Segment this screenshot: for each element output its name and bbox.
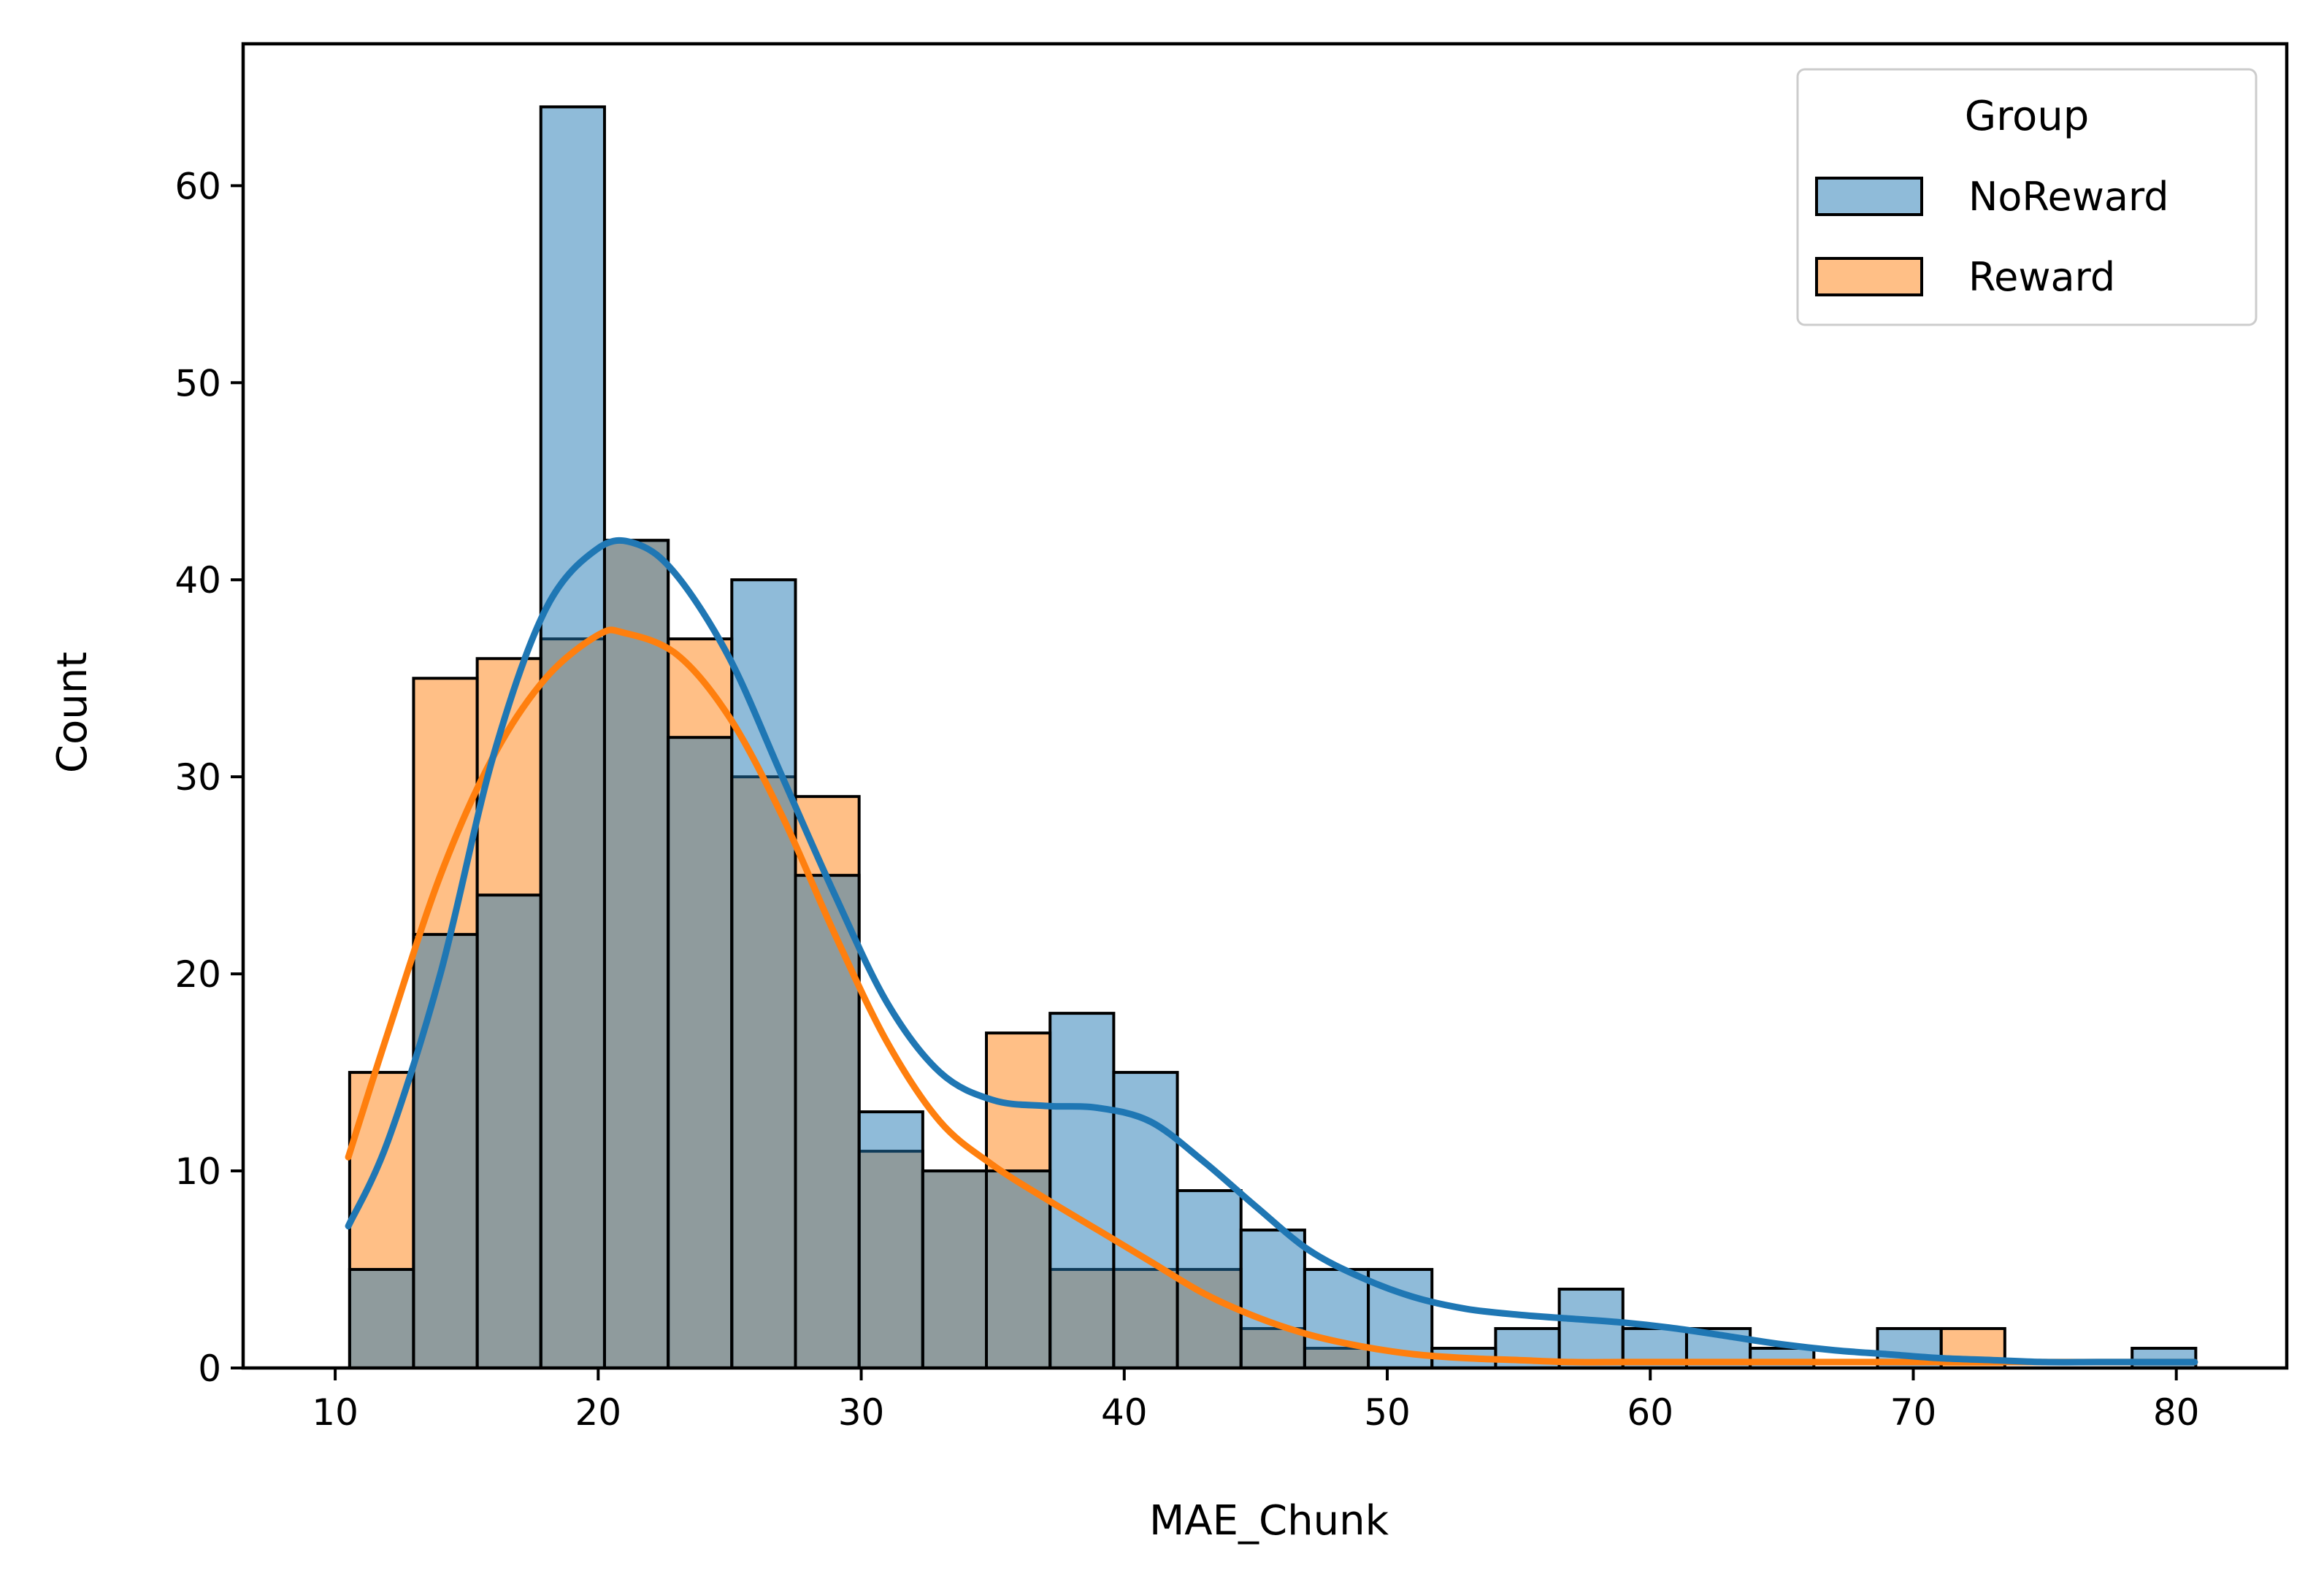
legend-label-reward: Reward [1968,254,2115,300]
bar-noreward-8 [857,1110,924,1369]
bar-noreward-14 [1239,1229,1306,1370]
y-tick-label-30: 30 [175,756,221,799]
bar-noreward-6 [730,578,797,1369]
kde-line-reward [345,626,2198,1366]
x-tick-label-70: 70 [1890,1391,1937,1434]
y-tick-label-40: 40 [175,559,221,602]
legend-title: Group [1965,93,2090,140]
legend-swatch-reward [1815,257,1923,296]
x-tick-label-40: 40 [1101,1391,1148,1434]
x-tick-label-10: 10 [312,1391,358,1434]
kde-line-noreward [345,537,2198,1366]
bar-noreward-5 [667,736,734,1369]
x-axis-title: MAE_Chunk [1149,1497,1389,1545]
axes-layer [241,42,2289,1370]
y-tick-label-0: 0 [198,1348,221,1390]
bar-noreward-9 [921,1169,989,1370]
bar-noreward-4 [602,539,670,1369]
bar-noreward-3 [539,105,606,1369]
x-tick-label-20: 20 [575,1391,622,1434]
y-tick-label-60: 60 [175,165,221,207]
bar-noreward-13 [1176,1189,1243,1370]
legend: Group NoReward Reward [1796,68,2258,326]
legend-swatch-noreward [1815,177,1923,216]
ticks-layer: 10 20 30 40 50 60 70 80 0 10 20 30 40 50 60 [175,165,2199,1434]
bar-noreward-0 [348,1268,415,1370]
plot-frame [241,42,2289,1370]
bars-layer [348,105,2198,1370]
x-tick-label-80: 80 [2153,1391,2200,1434]
y-tick-label-50: 50 [175,362,221,404]
bar-noreward-19 [1557,1288,1625,1370]
y-tick-label-20: 20 [175,953,221,996]
bar-noreward-15 [1303,1268,1370,1370]
y-tick-label-10: 10 [175,1150,221,1193]
x-tick-label-50: 50 [1364,1391,1411,1434]
bar-noreward-2 [475,893,542,1369]
bar-noreward-7 [794,874,861,1369]
bar-noreward-11 [1048,1012,1116,1369]
x-tick-label-60: 60 [1627,1391,1673,1434]
x-tick-label-30: 30 [838,1391,885,1434]
y-axis-title: Count [49,652,96,773]
kde-layer [345,537,2198,1366]
bar-noreward-10 [985,1169,1052,1370]
bar-noreward-1 [412,933,479,1369]
legend-label-noreward: NoReward [1968,174,2169,220]
